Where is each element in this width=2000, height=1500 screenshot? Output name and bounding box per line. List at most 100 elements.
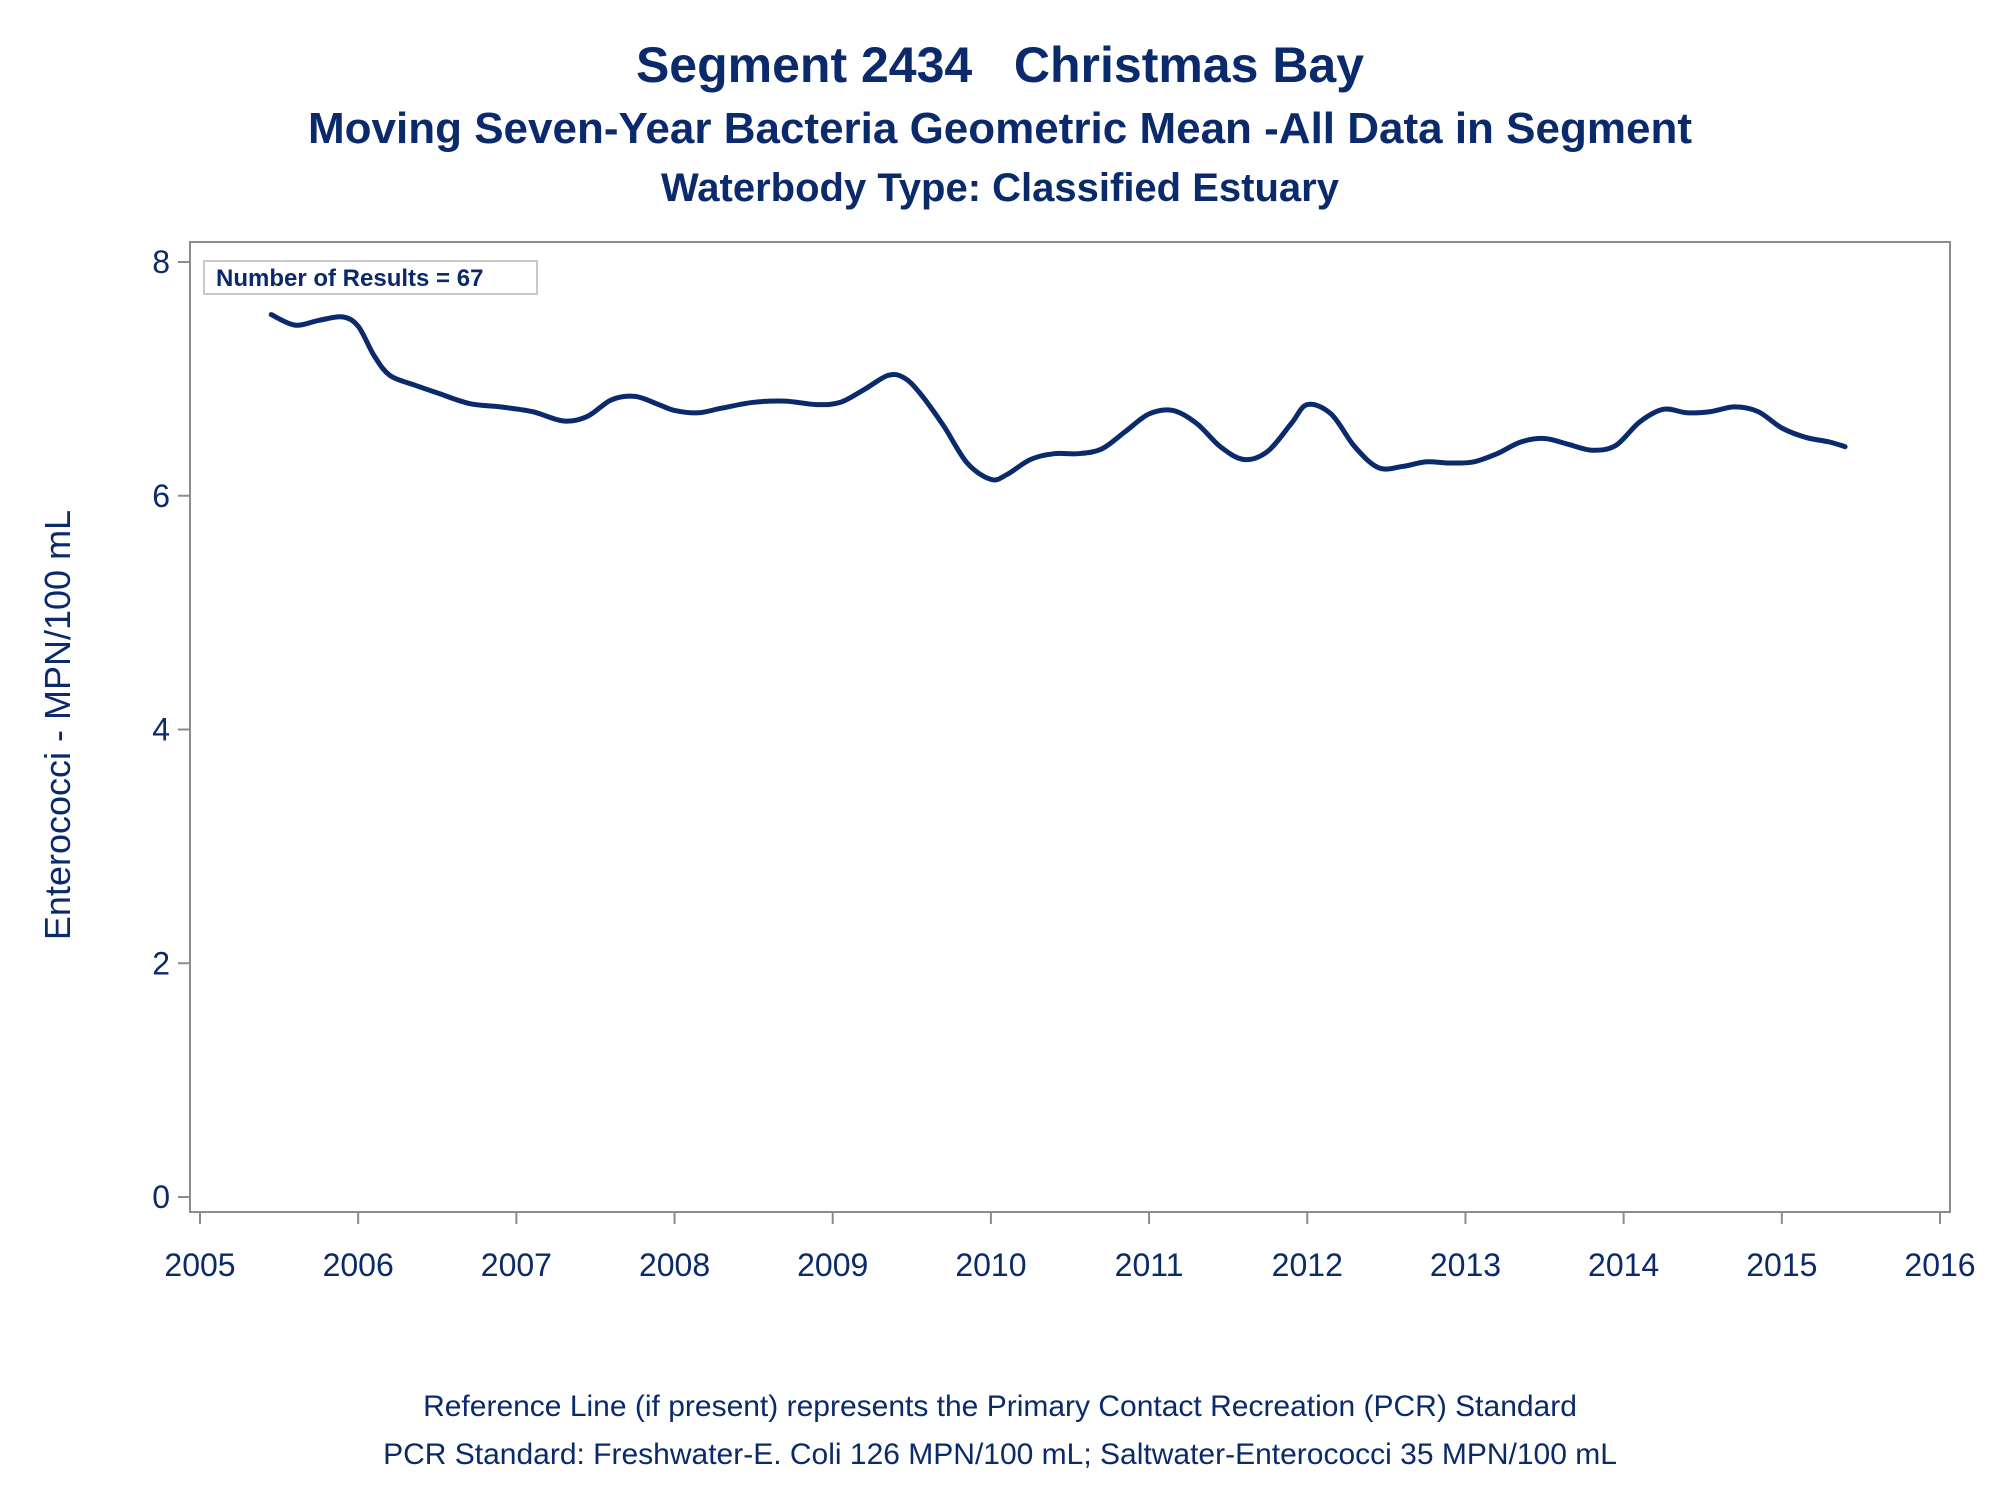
data-point xyxy=(1147,411,1152,416)
data-point xyxy=(372,353,377,358)
data-point xyxy=(1637,420,1642,425)
data-point xyxy=(1004,472,1009,477)
x-tick-label: 2013 xyxy=(1430,1247,1501,1283)
data-point xyxy=(751,400,756,405)
data-point xyxy=(1265,449,1270,454)
x-tick-label: 2007 xyxy=(481,1247,552,1283)
data-point xyxy=(1518,439,1523,444)
data-point xyxy=(561,418,566,423)
y-tick-label: 4 xyxy=(152,712,170,748)
data-point xyxy=(672,408,677,413)
data-point xyxy=(316,318,321,323)
data-point xyxy=(1352,444,1357,449)
data-point xyxy=(585,414,590,419)
chart-subtitle: Moving Seven-Year Bacteria Geometric Mea… xyxy=(308,104,1692,153)
x-axis: 2005 2006 2007 2008 2009 2010 2011 2012 2013 2014… xyxy=(164,1212,1976,1283)
data-point xyxy=(1779,425,1784,430)
data-point xyxy=(1756,409,1761,414)
y-tick-label: 2 xyxy=(152,945,170,981)
data-point xyxy=(1827,439,1832,444)
data-point xyxy=(1099,447,1104,452)
data-point xyxy=(466,401,471,406)
x-tick-label: 2005 xyxy=(164,1247,235,1283)
data-point xyxy=(387,373,392,378)
data-point xyxy=(1242,457,1247,462)
x-tick-label: 2012 xyxy=(1272,1247,1343,1283)
series-line xyxy=(268,312,1848,483)
data-point xyxy=(696,410,701,415)
data-point xyxy=(609,397,614,402)
data-point xyxy=(1329,411,1334,416)
data-point xyxy=(435,390,440,395)
x-tick-label: 2010 xyxy=(955,1247,1026,1283)
data-point xyxy=(1590,448,1595,453)
x-tick-label: 2015 xyxy=(1746,1247,1817,1283)
data-point xyxy=(1400,464,1405,469)
data-point xyxy=(1218,444,1223,449)
data-point xyxy=(886,373,891,378)
y-tick-label: 6 xyxy=(152,478,170,514)
footnote-pcr-standard: PCR Standard: Freshwater-E. Coli 126 MPN… xyxy=(383,1438,1617,1471)
data-point xyxy=(1289,421,1294,426)
data-point xyxy=(1075,451,1080,456)
data-point xyxy=(1447,461,1452,466)
y-axis: 0 2 4 6 8 xyxy=(152,244,190,1215)
data-point xyxy=(656,402,661,407)
data-point xyxy=(720,406,725,411)
data-point xyxy=(340,314,345,319)
data-point xyxy=(1495,451,1500,456)
data-point xyxy=(356,324,361,329)
results-count-box: Number of Results = 67 xyxy=(203,260,538,295)
data-point xyxy=(530,409,535,414)
data-point xyxy=(269,312,274,317)
data-point xyxy=(498,404,503,409)
data-point xyxy=(1732,404,1737,409)
data-point xyxy=(1661,407,1666,412)
data-point xyxy=(1566,442,1571,447)
x-tick-label: 2009 xyxy=(797,1247,868,1283)
plot-area-frame xyxy=(189,241,1951,1213)
x-tick-label: 2011 xyxy=(1115,1247,1184,1283)
data-point xyxy=(862,387,867,392)
data-point xyxy=(1423,459,1428,464)
data-point xyxy=(1376,465,1381,470)
data-point xyxy=(1684,410,1689,415)
data-point xyxy=(965,461,970,466)
x-tick-label: 2006 xyxy=(323,1247,394,1283)
data-point xyxy=(1803,435,1808,440)
data-point xyxy=(1471,459,1476,464)
data-point xyxy=(814,402,819,407)
y-tick-label: 0 xyxy=(152,1179,170,1215)
y-tick-label: 8 xyxy=(152,244,170,280)
data-point xyxy=(901,375,906,380)
x-tick-label: 2014 xyxy=(1588,1247,1659,1283)
results-count-frame xyxy=(203,260,538,295)
data-point xyxy=(1170,408,1175,413)
y-axis-label: Enterococci - MPN/100 mL xyxy=(37,510,78,940)
x-tick-label: 2008 xyxy=(639,1247,710,1283)
data-point xyxy=(292,323,297,328)
data-point xyxy=(988,477,993,482)
data-point xyxy=(838,400,843,405)
data-point xyxy=(917,390,922,395)
data-point xyxy=(1194,421,1199,426)
data-point xyxy=(411,382,416,387)
x-tick-label: 2016 xyxy=(1904,1247,1975,1283)
data-point xyxy=(1123,429,1128,434)
chart-subtitle-waterbody: Waterbody Type: Classified Estuary xyxy=(661,166,1339,210)
data-point xyxy=(783,399,788,404)
data-point xyxy=(1052,451,1057,456)
data-point xyxy=(1305,402,1310,407)
data-point xyxy=(941,423,946,428)
data-point xyxy=(1028,457,1033,462)
chart-title: Segment 2434 Christmas Bay xyxy=(635,37,1365,93)
results-count-label: Number of Results = 67 xyxy=(216,265,483,292)
footnote-reference-line: Reference Line (if present) represents t… xyxy=(423,1390,1577,1423)
data-point xyxy=(1843,444,1848,449)
data-point xyxy=(1708,409,1713,414)
data-point xyxy=(633,394,638,399)
data-point xyxy=(1542,436,1547,441)
series-points xyxy=(269,312,1848,482)
data-point xyxy=(1613,443,1618,448)
